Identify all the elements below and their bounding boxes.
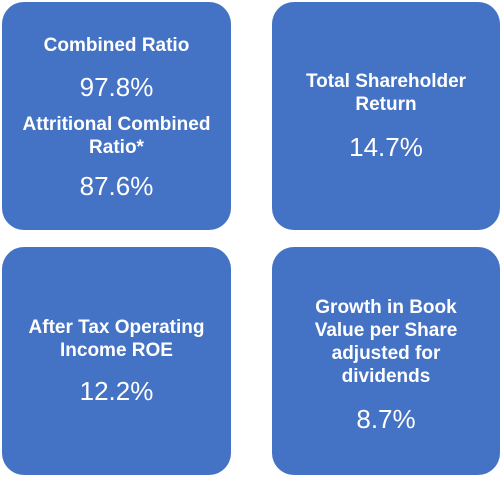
metric-tile-total-shareholder-return: Total Shareholder Return 14.7% <box>272 2 500 230</box>
metric-value: 8.7% <box>356 404 416 434</box>
metric-tile-combined-ratio: Combined Ratio 97.8% Attritional Combine… <box>2 2 231 230</box>
metric-label: Total Shareholder Return <box>305 71 467 115</box>
metric-value: 97.8% <box>79 71 154 102</box>
metric-label: Combined Ratio <box>43 34 190 56</box>
metric-tile-growth-in-book-value: Growth in Book Value per Share adjusted … <box>272 247 500 475</box>
metric-label: Growth in Book Value per Share adjusted … <box>314 297 458 387</box>
metric-label: Attritional Combined Ratio* <box>22 113 211 158</box>
metric-value: 12.2% <box>79 376 154 406</box>
metric-value: 14.7% <box>349 132 423 162</box>
metric-tile-after-tax-operating-income-roe: After Tax Operating Income ROE 12.2% <box>2 247 231 475</box>
metric-label: After Tax Operating Income ROE <box>28 317 205 361</box>
metric-value: 87.6% <box>79 170 154 201</box>
